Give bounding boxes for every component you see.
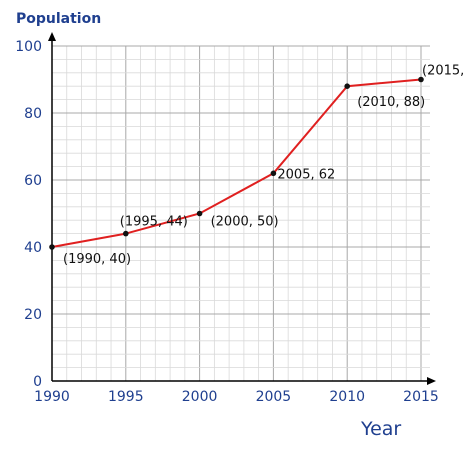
data-point	[270, 170, 277, 177]
y-tick-label: 80	[24, 106, 42, 122]
axes	[48, 32, 436, 385]
series-line	[51, 78, 422, 248]
x-tick-label: 2015	[403, 389, 439, 405]
x-tick-label: 2000	[182, 389, 218, 405]
x-tick-label: 2005	[256, 389, 292, 405]
x-tick-label: 1995	[108, 389, 144, 405]
y-axis-arrow	[48, 32, 56, 41]
x-tick-labels: 1990 1995 2000 2005 2010 2015	[34, 389, 439, 405]
y-axis-title: Population	[16, 11, 101, 27]
data-point	[344, 83, 351, 89]
point-label: (2010, 88)	[357, 95, 425, 110]
y-tick-label: 20	[24, 307, 42, 323]
y-tick-labels: 0 20 40 60 80 100	[15, 39, 42, 390]
grid	[51, 45, 430, 382]
point-label: 2005, 62	[277, 167, 335, 182]
data-point	[49, 244, 55, 250]
data-point	[418, 76, 424, 83]
data-point	[123, 230, 129, 237]
y-tick-label: 60	[24, 173, 42, 189]
y-tick-label: 0	[33, 374, 42, 390]
x-tick-label: 2010	[329, 389, 365, 405]
point-label: (2015, 90)	[422, 64, 469, 79]
x-axis-arrow	[427, 377, 436, 385]
point-label: (2000, 50)	[211, 215, 279, 230]
data-point	[196, 210, 203, 217]
x-tick-label: 1990	[34, 389, 70, 405]
y-tick-label: 100	[15, 39, 42, 55]
point-labels: (1990, 40) (1995, 44) (2000, 50) 2005, 62 (2…	[63, 64, 469, 268]
y-tick-label: 40	[24, 240, 42, 256]
x-axis-title: Year	[360, 418, 401, 440]
point-label: (1995, 44)	[120, 215, 188, 230]
point-label: (1990, 40)	[63, 252, 131, 267]
series-group	[49, 76, 424, 250]
